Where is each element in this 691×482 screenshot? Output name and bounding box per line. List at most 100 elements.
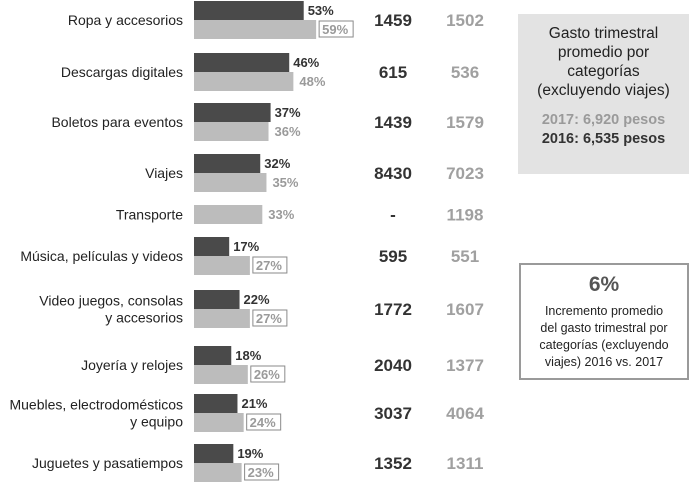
spend-2016: 2040 [374, 356, 412, 375]
chart-row: 32% 35% Viajes 8430 7023 [145, 154, 484, 192]
bar-2017 [194, 205, 263, 224]
category-label: Descargas digitales [61, 64, 183, 80]
chart-row: 53% 59% Ropa y accesorios 1459 1502 [68, 1, 484, 39]
spend-2017: 536 [451, 63, 479, 82]
label-2016: 53% [308, 3, 334, 18]
label-2017: 27% [256, 311, 282, 326]
increase-box: 6% Incremento promedio del gasto trimest… [519, 263, 689, 380]
label-2016: 46% [293, 55, 319, 70]
label-2017: 26% [254, 367, 280, 382]
label-2016: 21% [241, 396, 267, 411]
bar-2016 [194, 1, 304, 20]
label-2017: 48% [299, 74, 325, 89]
increase-value: 6% [588, 273, 620, 296]
bar-2017 [194, 122, 269, 141]
label-2017-frame [252, 309, 288, 327]
label-2017: 23% [248, 465, 274, 480]
spend-2017: 4064 [446, 404, 484, 423]
category-label: Boletos para eventos [51, 114, 183, 130]
spend-2016: 595 [379, 247, 407, 266]
category-label: Juguetes y pasatiempos [32, 455, 183, 471]
bar-2017 [194, 309, 250, 328]
bar-2017 [194, 173, 267, 192]
bar-2016 [194, 290, 240, 309]
summary-title-line: (excluyendo viajes) [537, 82, 670, 99]
spend-2016: 8430 [374, 164, 412, 183]
spend-2017: 1579 [446, 113, 484, 132]
category-label: Muebles, electrodomésticos [9, 397, 183, 413]
category-label: y equipo [130, 414, 183, 430]
category-label: Transporte [116, 207, 183, 223]
summary-2016: 2016: 6,535 pesos [541, 131, 666, 147]
category-label: Ropa y accesorios [68, 12, 183, 28]
chart-row: 17% 27% Música, películas y videos 595 551 [20, 237, 479, 275]
label-2017: 27% [256, 258, 282, 273]
label-2017: 24% [250, 415, 276, 430]
bar-2016 [194, 154, 261, 173]
bar-2017 [194, 365, 248, 384]
bar-2017 [194, 256, 250, 275]
chart-row: 37% 36% Boletos para eventos 1439 1579 [51, 103, 484, 141]
spend-2016: 1459 [374, 11, 412, 30]
label-2016: 18% [235, 348, 261, 363]
category-label: y accesorios [105, 310, 183, 326]
category-label: Música, películas y videos [20, 248, 183, 264]
summary-title-line: Gasto trimestral [548, 25, 659, 42]
label-2016: 32% [264, 156, 290, 171]
bar-2016 [194, 444, 234, 463]
label-2017: 35% [272, 175, 298, 190]
summary-title-line: promedio por [557, 44, 650, 61]
summary-box: Gasto trimestral promedio por categorías… [518, 14, 689, 174]
increase-description: Incremento promedio del gasto trimestral… [521, 303, 687, 371]
label-2017-frame [252, 256, 288, 274]
category-label: Viajes [145, 165, 183, 181]
bar-2016 [194, 53, 290, 72]
category-label: Joyería y relojes [81, 357, 183, 373]
label-2017-frame [244, 463, 280, 481]
bar-2017 [194, 20, 317, 39]
chart-row: 33% Transporte - 1198 [116, 205, 484, 225]
bar-chart: 53% 59% Ropa y accesorios 1459 1502 46% 48% Des… [9, 1, 484, 482]
chart-row: 46% 48% Descargas digitales 615 536 [61, 53, 479, 91]
label-2017-frame [250, 365, 286, 383]
label-2016: 37% [275, 105, 301, 120]
spend-2017: 1607 [446, 300, 484, 319]
label-2016: 17% [233, 239, 259, 254]
spend-2016: - [390, 206, 396, 225]
spend-2017: 1311 [447, 454, 484, 473]
spend-2017: 1377 [446, 356, 484, 375]
spend-2017: 7023 [446, 164, 484, 183]
bar-2017 [194, 463, 242, 482]
spend-2016: 615 [379, 63, 407, 82]
chart-row: 18% 26% Joyería y relojes 2040 1377 [81, 346, 484, 384]
bar-2016 [194, 103, 271, 122]
increase-desc-line: viajes) 2016 vs. 2017 [544, 355, 664, 369]
label-2017: 59% [322, 22, 348, 37]
label-2016: 22% [244, 292, 270, 307]
spend-2016: 1352 [374, 454, 412, 473]
increase-desc-line: categorías (excluyendo [539, 338, 669, 352]
bar-2016 [194, 237, 230, 256]
label-2017-frame [318, 20, 354, 38]
label-2016: 19% [237, 446, 263, 461]
category-label: Video juegos, consolas [39, 293, 183, 309]
increase-desc-line: Incremento promedio [544, 304, 664, 318]
summary-2017: 2017: 6,920 pesos [541, 112, 666, 128]
bar-2017 [194, 413, 244, 432]
label-2017: 36% [275, 124, 301, 139]
summary-title: Gasto trimestral promedio por categorías… [518, 24, 689, 100]
label-2017: 33% [268, 207, 294, 222]
spend-2016: 1772 [374, 300, 412, 319]
label-2017-frame [246, 413, 282, 431]
spend-2016: 3037 [374, 404, 412, 423]
summary-title-line: categorías [567, 63, 640, 80]
increase-desc-line: del gasto trimestral por [540, 321, 668, 335]
spend-2017: 551 [451, 247, 479, 266]
bar-2016 [194, 394, 238, 413]
spend-2017: 1198 [447, 206, 484, 225]
chart-row: 19% 23% Juguetes y pasatiempos 1352 1311 [32, 444, 483, 482]
bar-2017 [194, 72, 294, 91]
spend-2016: 1439 [374, 113, 412, 132]
